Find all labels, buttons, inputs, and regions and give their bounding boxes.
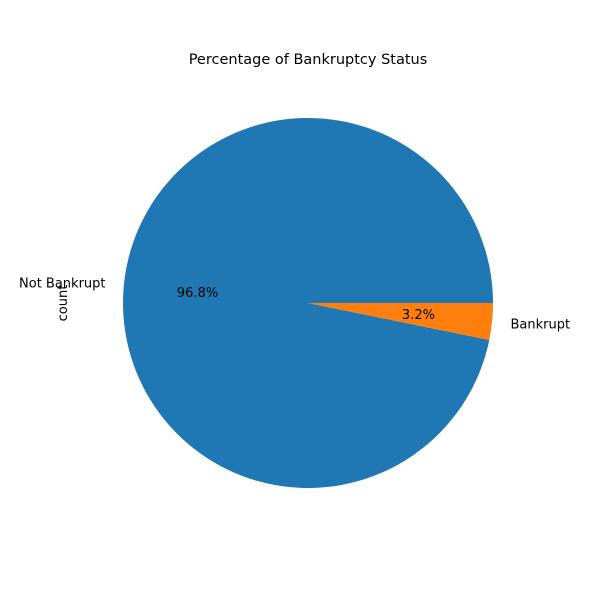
slice-label-bankrupt: Bankrupt bbox=[510, 317, 570, 332]
slice-percent-bankrupt: 3.2% bbox=[402, 308, 435, 323]
pie-slices bbox=[122, 118, 493, 489]
slice-label-not-bankrupt: Not Bankrupt bbox=[19, 277, 106, 292]
pie-labels: Not Bankrupt 96.8% Bankrupt 3.2% bbox=[19, 277, 570, 333]
pie-slice-bankrupt bbox=[308, 303, 493, 340]
chart-title: Percentage of Bankruptcy Status bbox=[189, 52, 428, 68]
slice-percent-not-bankrupt: 96.8% bbox=[177, 286, 218, 301]
y-axis-label: count bbox=[56, 285, 71, 322]
